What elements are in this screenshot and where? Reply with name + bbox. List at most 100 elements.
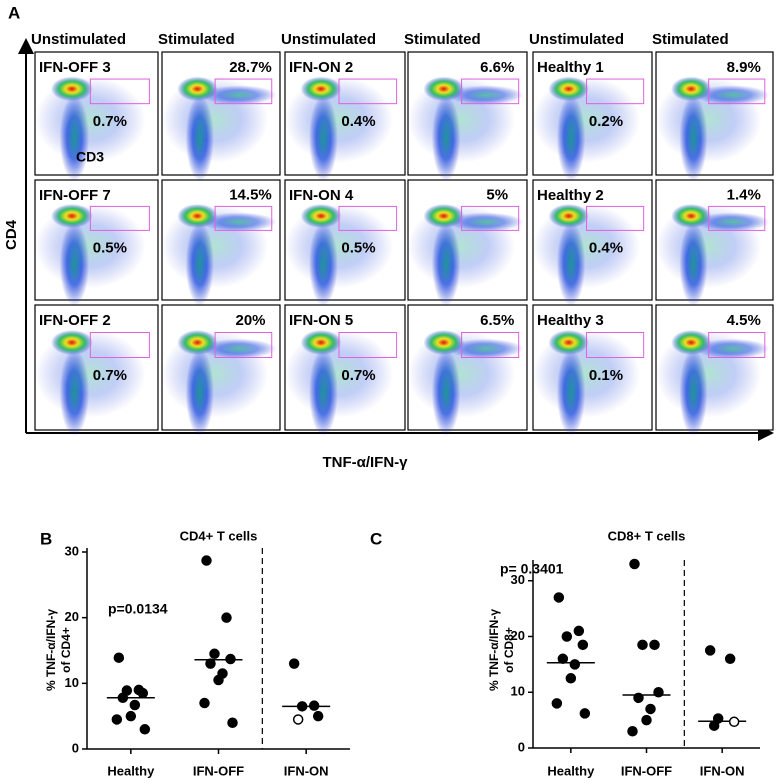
data-point — [637, 639, 648, 651]
data-point — [201, 555, 212, 566]
data-point — [111, 714, 123, 725]
data-point — [553, 592, 565, 603]
gate — [708, 205, 766, 231]
gate — [338, 205, 398, 231]
x-tick-label: Healthy — [547, 763, 595, 778]
stim-streak — [447, 85, 524, 105]
gate — [214, 78, 273, 105]
y-tick-label: 30 — [511, 572, 525, 587]
stim-percent: 28.7% — [229, 59, 272, 76]
unstim-percent: 0.5% — [341, 239, 375, 256]
cell-core — [548, 330, 589, 355]
data-point — [569, 659, 581, 670]
gate — [89, 205, 150, 231]
cell-core — [423, 76, 464, 102]
stim-percent: 8.9% — [727, 59, 761, 76]
data-point — [308, 700, 320, 711]
sample-name: IFN-OFF 3 — [39, 59, 111, 76]
stim-streak — [694, 212, 770, 232]
data-point — [645, 703, 656, 715]
data-point — [213, 674, 224, 686]
data-point — [137, 687, 149, 699]
y-axis-label: of CD8+ — [502, 627, 516, 673]
stim-streak — [694, 85, 770, 105]
data-point — [633, 692, 644, 704]
cell-core — [50, 76, 93, 102]
data-point — [221, 612, 232, 623]
y-tick-label: 20 — [511, 628, 525, 643]
gate — [461, 332, 520, 358]
data-point — [205, 658, 216, 669]
y-axis-label: % TNF-α/IFN-γ — [44, 609, 58, 691]
gate — [89, 78, 150, 105]
data-point — [139, 724, 151, 735]
unstim-percent: 0.7% — [93, 367, 127, 384]
cell-core — [177, 76, 218, 102]
gate — [338, 332, 398, 358]
gate — [708, 332, 766, 358]
y-axis-label: of CD4+ — [59, 627, 73, 673]
unstim-percent: 0.5% — [93, 239, 127, 256]
y-tick-label: 0 — [518, 739, 525, 754]
data-point — [649, 639, 660, 651]
data-point — [629, 558, 640, 570]
gate — [586, 205, 645, 231]
unstim-percent: 0.7% — [93, 113, 127, 130]
column-header: Stimulated — [404, 31, 481, 48]
data-point — [199, 697, 210, 709]
data-point — [225, 653, 236, 665]
stim-percent: 4.5% — [727, 312, 761, 329]
data-point — [557, 653, 569, 665]
data-point — [117, 692, 129, 704]
y-axis-label: CD4 — [3, 219, 20, 250]
marker-label: CD3 — [76, 149, 104, 165]
stim-streak — [200, 212, 277, 232]
data-point — [209, 648, 220, 660]
cell-core — [300, 204, 342, 228]
data-point — [641, 714, 652, 726]
unstim-percent: 0.1% — [589, 367, 623, 384]
gate — [461, 205, 520, 231]
cell-core — [50, 330, 93, 355]
gate — [586, 78, 645, 105]
data-point — [728, 716, 740, 728]
stim-percent: 20% — [235, 312, 265, 329]
unstim-percent: 0.4% — [341, 113, 375, 130]
x-tick-label: IFN-ON — [284, 763, 329, 778]
stim-streak — [694, 338, 770, 359]
data-point — [565, 673, 577, 684]
y-tick-label: 0 — [72, 740, 79, 755]
sample-name: IFN-OFF 7 — [39, 187, 111, 204]
cell-core — [548, 204, 589, 228]
data-point — [125, 710, 137, 722]
data-point — [704, 645, 716, 656]
stim-percent: 5% — [486, 187, 508, 204]
data-point — [573, 625, 585, 637]
data-point — [312, 710, 324, 722]
data-point — [292, 714, 304, 725]
cell-core — [300, 330, 342, 355]
cell-core — [423, 204, 464, 228]
x-tick-label: Healthy — [107, 763, 155, 778]
gate — [214, 332, 273, 358]
y-tick-label: 10 — [65, 675, 79, 690]
unstim-percent: 0.4% — [589, 239, 623, 256]
column-header: Unstimulated — [281, 31, 376, 48]
cell-core — [177, 330, 218, 355]
cell-core — [548, 76, 589, 102]
chart-title: CD8+ T cells — [608, 528, 686, 543]
stim-streak — [447, 338, 524, 359]
stim-streak — [200, 338, 277, 359]
data-point — [653, 686, 664, 698]
panel-label: B — [40, 529, 52, 548]
gate — [89, 332, 150, 358]
sample-name: Healthy 1 — [537, 59, 604, 76]
sample-name: IFN-ON 5 — [289, 312, 353, 329]
gate — [586, 332, 645, 358]
stim-streak — [447, 212, 524, 232]
unstim-percent: 0.2% — [589, 113, 623, 130]
annotation: p=0.0134 — [108, 601, 168, 617]
cell-core — [177, 204, 218, 228]
data-point — [561, 631, 573, 642]
y-tick-label: 30 — [65, 543, 79, 558]
